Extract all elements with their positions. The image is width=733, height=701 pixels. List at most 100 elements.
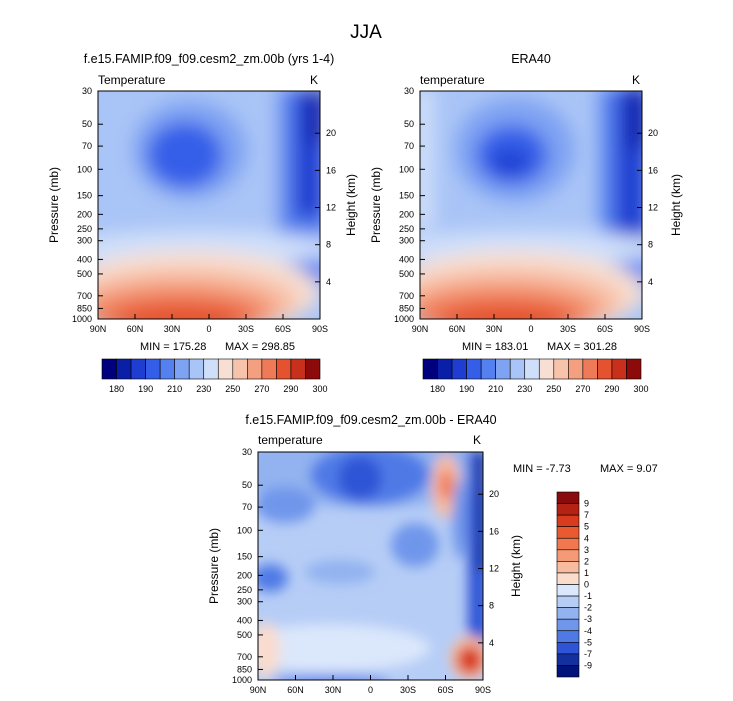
colorbar-swatch: [116, 358, 132, 380]
colorbar-swatch: [422, 358, 438, 380]
colorbar-swatch: [597, 358, 613, 380]
pressure-tick-label: 400: [77, 254, 92, 264]
colorbar-swatch: [305, 358, 321, 380]
field-neg-top-deep: [338, 456, 382, 500]
colorbar-swatch: [556, 537, 580, 551]
pressure-tick-label: 500: [77, 269, 92, 279]
field-warm-5: [440, 305, 570, 319]
colorbar-swatch: [203, 358, 219, 380]
field-tropopause-deep: [492, 150, 528, 174]
x-tick-label: 30N: [325, 685, 342, 695]
height-tick-label: 12: [326, 203, 336, 213]
colorbar-swatch: [556, 514, 580, 527]
right-colorbar: 180 190 210 230 250 270 290 300: [422, 358, 649, 394]
pressure-tick-label: 70: [82, 141, 92, 151]
colorbar-swatch: [509, 358, 526, 380]
colorbar-label: 300: [633, 384, 648, 394]
x-tick-label: 90N: [412, 324, 429, 334]
right-panel-ylabel: Pressure (mb): [369, 167, 383, 243]
left-panel-h-ticks: 20 16 12 8 4: [315, 128, 336, 287]
colorbar-label: 0: [584, 580, 589, 590]
colorbar-swatch: [556, 630, 580, 643]
colorbar-swatch: [524, 358, 540, 380]
x-tick-label: 90N: [250, 685, 267, 695]
pressure-tick-label: 50: [242, 480, 252, 490]
field-neg-ring: [452, 480, 468, 560]
colorbar-label: 180: [430, 384, 445, 394]
x-tick-label: 0: [206, 324, 211, 334]
colorbar-swatch: [466, 358, 482, 380]
field-tropopause-core: [147, 122, 223, 188]
pressure-tick-label: 30: [404, 86, 414, 96]
page-title: JJA: [350, 22, 382, 43]
colorbar-swatch: [480, 358, 496, 380]
pressure-tick-label: 700: [237, 652, 252, 662]
height-tick-label: 4: [489, 638, 494, 648]
diff-panel-h-ticks: 20 16 12 8 4: [478, 489, 499, 648]
pressure-tick-label: 150: [77, 191, 92, 201]
colorbar-swatch: [556, 665, 580, 678]
right-panel-variable: temperature: [420, 73, 485, 87]
pressure-tick-label: 200: [77, 209, 92, 219]
pressure-tick-label: 300: [399, 236, 414, 246]
x-tick-label: 90S: [312, 324, 328, 334]
colorbar-swatch: [495, 358, 511, 380]
diff-panel-x-ticks: 90N 60N 30N 0 30S 60S 90S: [250, 675, 491, 695]
height-tick-label: 4: [326, 277, 331, 287]
colorbar-swatch: [217, 358, 234, 380]
height-tick-label: 8: [648, 240, 653, 250]
height-tick-label: 4: [648, 277, 653, 287]
pressure-tick-label: 1000: [394, 314, 414, 324]
colorbar-label: -3: [584, 614, 592, 624]
pressure-tick-label: 70: [242, 502, 252, 512]
field-pos-strat-core: [439, 470, 453, 500]
diff-panel: f.e15.FAMIP.f09_f09.cesm2_zm.00b - ERA40…: [207, 413, 658, 695]
colorbar-swatch: [556, 584, 580, 597]
pressure-tick-label: 50: [82, 119, 92, 129]
colorbar-label: -4: [584, 626, 592, 636]
left-panel-units: K: [310, 73, 318, 87]
right-panel-x-ticks: 90N 60N 30N 0 30S 60S 90S: [412, 314, 650, 334]
left-panel-ylabel: Pressure (mb): [47, 167, 61, 243]
field-neg-stripe: [391, 523, 439, 567]
colorbar-swatch: [101, 358, 117, 380]
colorbar-swatch: [556, 607, 580, 620]
pressure-tick-label: 70: [404, 141, 414, 151]
x-tick-label: 60N: [449, 324, 466, 334]
colorbar-swatch: [556, 526, 580, 539]
right-panel-y2label: Height (km): [669, 174, 683, 236]
field-pos-left-low: [258, 622, 280, 678]
field-neg-left: [258, 487, 315, 523]
x-tick-label: 0: [368, 685, 373, 695]
pressure-tick-label: 400: [399, 254, 414, 264]
pressure-tick-label: 250: [237, 585, 252, 595]
diff-colorbar: 97 54 32 1 0-1 -2-3 -4-5 -7-9: [556, 491, 592, 678]
colorbar-swatch: [159, 358, 175, 380]
right-panel-min: MIN = 183.01: [462, 341, 528, 353]
height-tick-label: 20: [326, 128, 336, 138]
colorbar-label: 290: [604, 384, 619, 394]
pressure-tick-label: 700: [399, 291, 414, 301]
colorbar-swatch: [553, 358, 569, 380]
left-panel: f.e15.FAMIP.f09_f09.cesm2_zm.00b (yrs 1-…: [47, 52, 358, 394]
diff-panel-variable: temperature: [258, 433, 323, 447]
colorbar-label: 3: [584, 545, 589, 555]
colorbar-label: 2: [584, 556, 589, 566]
left-panel-field: [98, 91, 320, 319]
field-neg-right-edge2: [476, 452, 483, 570]
colorbar-swatch: [556, 561, 580, 574]
field-polar-cold-3: [628, 91, 642, 148]
diff-panel-min: MIN = -7.73: [513, 463, 571, 475]
pressure-tick-label: 100: [77, 164, 92, 174]
colorbar-swatch: [232, 358, 248, 380]
colorbar-label: 290: [283, 384, 298, 394]
colorbar-swatch: [145, 358, 161, 380]
x-tick-label: 60N: [127, 324, 144, 334]
pressure-tick-label: 250: [77, 224, 92, 234]
left-panel-min: MIN = 175.28: [140, 341, 206, 353]
x-tick-label: 90S: [634, 324, 650, 334]
colorbar-label: 180: [109, 384, 124, 394]
